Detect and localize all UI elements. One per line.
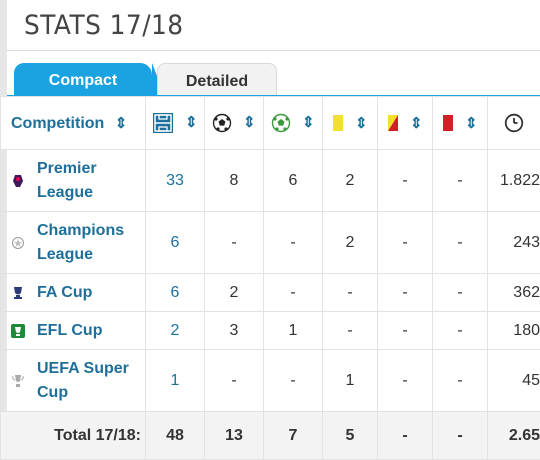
sort-icon[interactable]: ⇕ xyxy=(465,115,478,132)
yellow-cards-value: 1 xyxy=(323,350,378,412)
stats-table: Competition ⇕ ⇕ xyxy=(0,96,540,460)
yellow-cards-value: - xyxy=(323,274,378,312)
stats-header: STATS 17/18 xyxy=(7,0,540,51)
sort-icon[interactable]: ⇕ xyxy=(355,115,368,132)
total-label: Total 17/18: xyxy=(1,412,146,460)
assists-value: - xyxy=(264,212,323,274)
yellow-cards-value: 2 xyxy=(323,212,378,274)
column-header-goals[interactable]: ⇕ xyxy=(205,97,264,150)
minutes-clock-icon xyxy=(504,113,524,133)
appearances-value[interactable]: 33 xyxy=(146,150,205,212)
competition-link[interactable]: Premier League xyxy=(37,157,145,205)
sort-icon[interactable]: ⇕ xyxy=(115,115,128,132)
red-cards-value: - xyxy=(433,212,488,274)
minutes-value: 243 xyxy=(488,212,540,274)
goals-value: 8 xyxy=(205,150,264,212)
second-yellow-value: - xyxy=(378,150,433,212)
column-header-second-yellow[interactable]: ⇕ xyxy=(378,97,433,150)
column-header-minutes[interactable] xyxy=(488,97,540,150)
assists-value: 1 xyxy=(264,312,323,350)
yellow-card-icon xyxy=(332,114,344,132)
minutes-value: 45 xyxy=(488,350,540,412)
table-row: Champions League 6 - - 2 - - 243 xyxy=(1,212,540,274)
column-header-yellow-cards[interactable]: ⇕ xyxy=(323,97,378,150)
total-assists: 7 xyxy=(264,412,323,460)
sort-icon[interactable]: ⇕ xyxy=(302,114,315,131)
minutes-value: 362 xyxy=(488,274,540,312)
second-yellow-value: - xyxy=(378,212,433,274)
red-cards-value: - xyxy=(433,350,488,412)
total-goals: 13 xyxy=(205,412,264,460)
red-cards-value: - xyxy=(433,150,488,212)
assists-value: 6 xyxy=(264,150,323,212)
red-cards-value: - xyxy=(433,274,488,312)
tab-compact[interactable]: Compact xyxy=(14,63,152,99)
second-yellow-card-icon xyxy=(387,114,399,132)
competition-cell: EFL Cup xyxy=(1,312,146,350)
total-minutes: 2.65 xyxy=(488,412,540,460)
competition-cell: Premier League xyxy=(1,150,146,212)
champions-league-logo xyxy=(7,236,29,250)
sort-icon[interactable]: ⇕ xyxy=(185,114,198,131)
appearances-value[interactable]: 6 xyxy=(146,274,205,312)
sort-icon[interactable]: ⇕ xyxy=(410,115,423,132)
total-row: Total 17/18: 48 13 7 5 - - 2.65 xyxy=(1,412,540,460)
column-header-label: Competition xyxy=(11,115,104,132)
yellow-cards-value: - xyxy=(323,312,378,350)
fa-cup-logo xyxy=(7,285,29,301)
assists-value: - xyxy=(264,350,323,412)
goals-value: 2 xyxy=(205,274,264,312)
red-card-icon xyxy=(442,114,454,132)
column-header-competition[interactable]: Competition ⇕ xyxy=(1,97,146,150)
second-yellow-value: - xyxy=(378,274,433,312)
competition-link[interactable]: FA Cup xyxy=(37,281,92,305)
total-appearances: 48 xyxy=(146,412,205,460)
table-header-row: Competition ⇕ ⇕ xyxy=(1,97,540,150)
goals-value: - xyxy=(205,212,264,274)
goals-value: - xyxy=(205,350,264,412)
second-yellow-value: - xyxy=(378,350,433,412)
minutes-value: 1.822 xyxy=(488,150,540,212)
uefa-super-cup-logo xyxy=(7,373,29,389)
total-second-yellow: - xyxy=(378,412,433,460)
competition-link[interactable]: Champions League xyxy=(37,219,145,267)
red-cards-value: - xyxy=(433,312,488,350)
appearances-value[interactable]: 6 xyxy=(146,212,205,274)
appearances-value[interactable]: 2 xyxy=(146,312,205,350)
table-row: UEFA Super Cup 1 - - 1 - - 45 xyxy=(1,350,540,412)
competition-cell: FA Cup xyxy=(1,274,146,312)
goals-value: 3 xyxy=(205,312,264,350)
total-yellow-cards: 5 xyxy=(323,412,378,460)
premier-league-logo xyxy=(7,173,29,189)
assists-ball-icon xyxy=(271,113,291,133)
appearances-value[interactable]: 1 xyxy=(146,350,205,412)
competition-cell: UEFA Super Cup xyxy=(1,350,146,412)
minutes-value: 180 xyxy=(488,312,540,350)
table-row: Premier League 33 8 6 2 - - 1.822 xyxy=(1,150,540,212)
goals-ball-icon xyxy=(212,113,232,133)
sort-icon[interactable]: ⇕ xyxy=(243,114,256,131)
tab-detailed[interactable]: Detailed xyxy=(157,63,277,99)
column-header-assists[interactable]: ⇕ xyxy=(264,97,323,150)
table-row: EFL Cup 2 3 1 - - - 180 xyxy=(1,312,540,350)
column-header-red-cards[interactable]: ⇕ xyxy=(433,97,488,150)
second-yellow-value: - xyxy=(378,312,433,350)
column-header-appearances[interactable]: ⇕ xyxy=(146,97,205,150)
table-row: FA Cup 6 2 - - - - 362 xyxy=(1,274,540,312)
competition-link[interactable]: UEFA Super Cup xyxy=(37,357,145,405)
assists-value: - xyxy=(264,274,323,312)
competition-link[interactable]: EFL Cup xyxy=(37,319,102,343)
total-red-cards: - xyxy=(433,412,488,460)
competition-cell: Champions League xyxy=(1,212,146,274)
appearances-pitch-icon xyxy=(152,112,174,134)
page-title: STATS 17/18 xyxy=(24,10,184,41)
yellow-cards-value: 2 xyxy=(323,150,378,212)
efl-cup-logo xyxy=(7,323,29,339)
